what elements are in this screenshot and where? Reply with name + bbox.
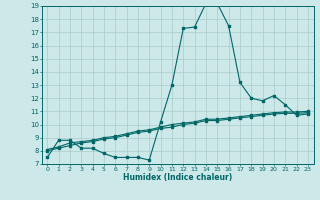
X-axis label: Humidex (Indice chaleur): Humidex (Indice chaleur) [123,173,232,182]
